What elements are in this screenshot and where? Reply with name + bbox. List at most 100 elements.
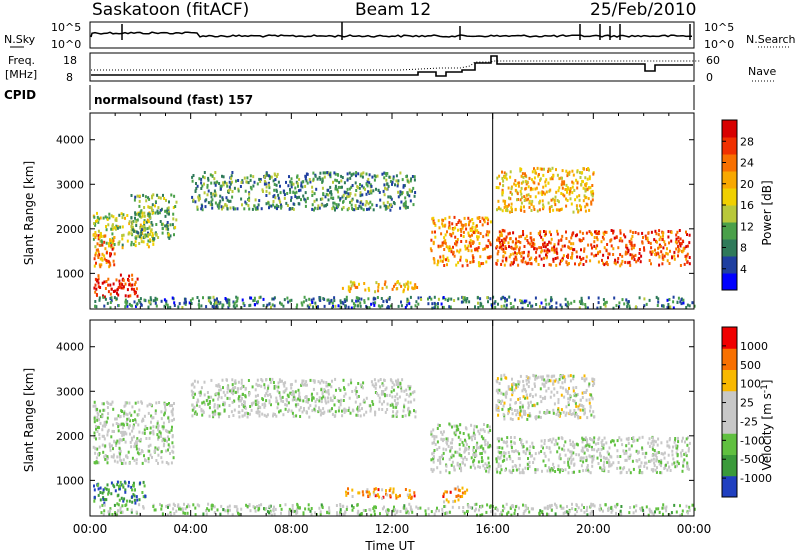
data-cell — [627, 300, 630, 303]
data-cell — [633, 439, 636, 443]
data-cell — [246, 176, 249, 180]
data-cell — [627, 455, 630, 459]
data-cell — [358, 405, 361, 409]
data-cell — [475, 446, 478, 450]
data-cell — [344, 196, 347, 200]
data-cell — [625, 444, 628, 448]
data-cell — [587, 443, 590, 447]
data-cell — [456, 249, 459, 253]
data-cell — [509, 210, 511, 214]
data-cell — [454, 430, 457, 434]
data-cell — [385, 489, 387, 493]
data-cell — [112, 241, 114, 245]
data-cell — [138, 194, 141, 198]
data-cell — [467, 433, 470, 437]
data-cell — [104, 457, 107, 461]
data-cell — [449, 490, 452, 494]
data-cell — [567, 463, 570, 467]
data-cell — [578, 255, 581, 259]
data-cell — [106, 218, 109, 221]
data-cell — [497, 413, 500, 417]
data-cell — [547, 181, 550, 185]
data-cell — [455, 428, 458, 432]
data-cell — [439, 470, 442, 474]
data-cell — [291, 507, 294, 511]
data-cell — [151, 231, 154, 235]
data-cell — [195, 401, 198, 405]
data-cell — [270, 513, 273, 517]
data-cell — [341, 207, 344, 211]
data-cell — [564, 468, 567, 472]
data-cell — [360, 512, 363, 516]
data-cell — [454, 242, 457, 246]
data-cell — [509, 398, 512, 402]
data-cell — [539, 395, 542, 399]
data-cell — [301, 382, 304, 386]
data-cell — [252, 299, 255, 303]
data-cell — [679, 244, 682, 248]
data-cell — [661, 262, 664, 266]
data-cell — [100, 235, 103, 238]
data-cell — [198, 405, 201, 408]
data-cell — [321, 179, 324, 183]
data-cell — [359, 174, 362, 178]
data-cell — [268, 174, 271, 178]
data-cell — [465, 443, 468, 447]
data-cell — [269, 377, 271, 381]
data-cell — [534, 384, 536, 388]
nave-trace — [91, 60, 700, 71]
data-cell — [398, 282, 401, 286]
data-cell — [293, 396, 296, 400]
data-cell — [219, 184, 222, 188]
data-cell — [530, 186, 532, 190]
data-cell — [585, 182, 588, 186]
data-cell — [459, 431, 462, 435]
data-cell — [593, 236, 596, 239]
data-cell — [294, 403, 297, 407]
data-cell — [93, 461, 96, 465]
data-cell — [131, 277, 134, 281]
data-cell — [290, 393, 293, 396]
data-cell — [574, 414, 576, 418]
data-cell — [462, 510, 465, 513]
data-cell — [568, 386, 570, 390]
data-cell — [144, 233, 147, 237]
data-cell — [393, 202, 396, 206]
data-cell — [487, 300, 489, 304]
data-cell — [101, 258, 104, 262]
data-cell — [540, 301, 543, 305]
data-cell — [133, 287, 135, 291]
data-cell — [118, 282, 121, 286]
data-cell — [661, 238, 664, 242]
data-cell — [191, 393, 194, 397]
data-cell — [368, 490, 370, 494]
data-cell — [127, 450, 130, 454]
data-cell — [383, 183, 386, 187]
data-cell — [627, 302, 630, 306]
data-cell — [157, 435, 160, 439]
data-cell — [337, 190, 339, 194]
data-cell — [638, 468, 641, 472]
data-cell — [236, 390, 239, 394]
data-cell — [126, 456, 129, 460]
nave-tick-top: 60 — [706, 54, 720, 67]
data-cell — [583, 379, 586, 383]
data-cell — [372, 301, 375, 305]
data-cell — [653, 461, 656, 465]
data-cell — [358, 204, 361, 208]
data-cell — [330, 190, 333, 194]
data-cell — [532, 242, 535, 245]
data-cell — [211, 174, 214, 178]
data-cell — [375, 187, 377, 191]
data-cell — [433, 221, 436, 225]
data-cell — [143, 233, 146, 237]
data-cell — [505, 376, 508, 380]
data-cell — [509, 190, 512, 194]
data-cell — [504, 245, 507, 249]
data-cell — [430, 249, 433, 253]
data-cell — [514, 449, 517, 453]
data-cell — [502, 254, 505, 258]
data-cell — [603, 263, 606, 267]
data-cell — [561, 234, 564, 238]
data-cell — [502, 179, 505, 183]
